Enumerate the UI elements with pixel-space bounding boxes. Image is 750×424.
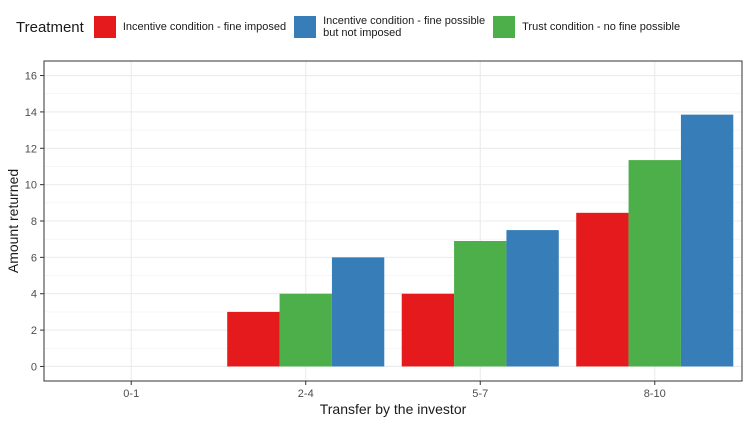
y-tick-label: 12: [25, 143, 37, 155]
legend-label: Trust condition - no fine possible: [522, 21, 681, 33]
legend-title: Treatment: [16, 18, 84, 36]
y-tick-label: 6: [31, 252, 37, 264]
y-tick-label: 8: [31, 216, 37, 228]
legend: Treatment Incentive condition - fine imp…: [16, 12, 688, 42]
y-tick-label: 14: [25, 107, 37, 119]
x-tick-label: 2-4: [298, 388, 314, 400]
y-tick-label: 4: [31, 289, 37, 301]
bar: [680, 114, 734, 367]
legend-item: Incentive condition - fine imposed: [93, 16, 287, 38]
legend-items: Incentive condition - fine imposed Incent…: [93, 15, 688, 39]
legend-item: Trust condition - no fine possible: [493, 16, 680, 38]
bar: [279, 293, 332, 367]
y-tick-label: 0: [31, 361, 37, 373]
bar: [506, 230, 559, 367]
x-tick-label: 5-7: [472, 388, 488, 400]
y-tick-label: 2: [31, 325, 37, 337]
y-axis-ticks: 0 2 4 6 8 10 12 14 16: [25, 71, 44, 373]
y-tick-label: 16: [25, 71, 37, 83]
bar: [628, 160, 681, 367]
legend-label: Incentive condition - fine imposed: [122, 21, 287, 33]
bar: [454, 241, 507, 367]
y-axis-title: Amount returned: [5, 169, 21, 273]
y-tick-label: 10: [25, 180, 37, 192]
bar: [227, 311, 280, 367]
legend-swatch: [93, 16, 116, 38]
x-axis-ticks: 0-1 2-4 5-7 8-10: [123, 381, 666, 400]
bar: [331, 257, 385, 367]
legend-swatch: [493, 16, 516, 38]
bar: [401, 293, 455, 367]
x-axis-title: Transfer by the investor: [320, 401, 467, 417]
legend-label: Incentive condition - fine possible but …: [323, 15, 486, 39]
x-tick-label: 8-10: [644, 388, 666, 400]
legend-swatch: [294, 16, 317, 38]
bar: [576, 212, 629, 367]
legend-item: Incentive condition - fine possible but …: [294, 15, 485, 39]
bars: [227, 114, 734, 367]
x-tick-label: 0-1: [123, 388, 139, 400]
